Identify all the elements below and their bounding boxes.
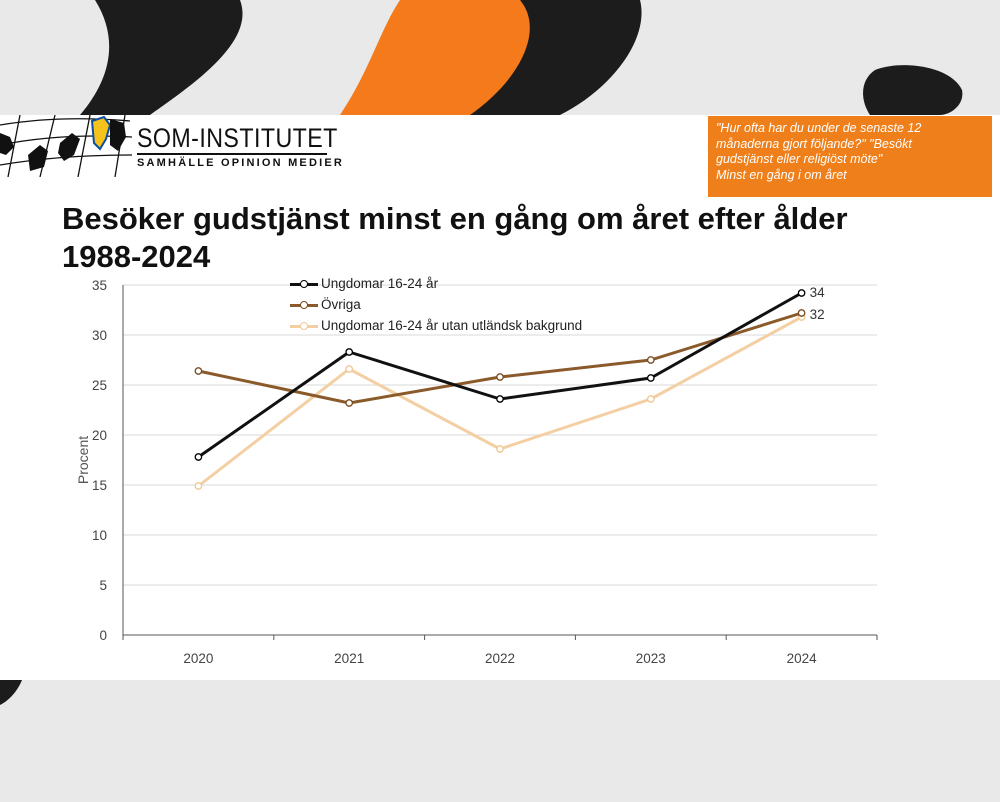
question-line: "Hur ofta har du under de senaste 12 <box>716 121 922 135</box>
data-point <box>646 374 655 382</box>
logo-rule <box>137 153 327 155</box>
legend-swatch-marker <box>300 322 308 330</box>
data-point <box>345 399 354 407</box>
data-point <box>345 365 354 373</box>
data-point <box>194 482 203 490</box>
question-line: gudstjänst eller religiöst möte" <box>716 152 883 166</box>
x-tick-label: 2021 <box>334 651 364 666</box>
y-axis-label: Procent <box>75 436 91 484</box>
question-line: Minst en gång i om året <box>716 167 847 182</box>
line-chart: 0 5 10 15 20 25 30 35 2020 2021 2022 2023 2024 Procen… <box>75 278 878 666</box>
legend-swatch-marker <box>300 301 308 309</box>
data-point <box>496 395 504 403</box>
legend-label: Övriga <box>321 297 361 312</box>
data-point <box>194 367 203 375</box>
bg-orange-shape <box>340 0 530 115</box>
data-point <box>345 348 354 356</box>
data-point <box>194 453 203 461</box>
y-tick-label: 35 <box>92 278 107 293</box>
data-point <box>797 289 806 297</box>
bg-black-shape <box>0 680 22 705</box>
y-tick-label: 0 <box>99 628 107 643</box>
bg-black-shape <box>80 0 243 115</box>
logo-tagline: SAMHÄLLE OPINION MEDIER <box>137 157 345 169</box>
globe-map-icon <box>0 115 133 177</box>
y-tick-label: 10 <box>92 528 107 543</box>
y-tick-label: 15 <box>92 478 107 493</box>
chart-title-line-2: 1988-2024 <box>62 239 211 274</box>
logo-name: SOM-INSTITUTET <box>137 123 338 153</box>
data-point <box>646 356 655 364</box>
bg-black-shape <box>460 0 642 115</box>
x-tick-label: 2023 <box>636 651 666 666</box>
legend-swatch-marker <box>300 280 308 288</box>
data-point <box>797 309 806 317</box>
data-label: 34 <box>810 285 826 300</box>
data-point <box>496 445 504 453</box>
y-tick-label: 5 <box>99 578 107 593</box>
bg-black-shape <box>863 65 963 115</box>
y-tick-label: 20 <box>92 428 107 443</box>
x-tick-label: 2024 <box>787 651 818 666</box>
chart-title: Besöker gudstjänst minst en gång om året… <box>62 200 922 276</box>
y-tick-label: 30 <box>92 328 107 343</box>
survey-question-box: "Hur ofta har du under de senaste 12 mån… <box>708 116 992 197</box>
question-line: månaderna gjort följande?" "Besökt <box>716 136 912 151</box>
legend-label: Ungdomar 16-24 år utan utländsk bakgrund <box>321 318 583 333</box>
data-point <box>646 395 655 403</box>
legend-label: Ungdomar 16-24 år <box>321 276 439 291</box>
data-point <box>496 373 504 381</box>
y-tick-label: 25 <box>92 378 107 393</box>
slide: SOM-INSTITUTET SAMHÄLLE OPINION MEDIER "… <box>0 115 1000 680</box>
x-tick-label: 2022 <box>485 651 515 666</box>
chart-title-line-1: Besöker gudstjänst minst en gång om året… <box>62 201 848 236</box>
som-institutet-logo: SOM-INSTITUTET SAMHÄLLE OPINION MEDIER <box>0 115 342 177</box>
x-tick-label: 2020 <box>183 651 213 666</box>
data-label: 32 <box>810 307 825 322</box>
